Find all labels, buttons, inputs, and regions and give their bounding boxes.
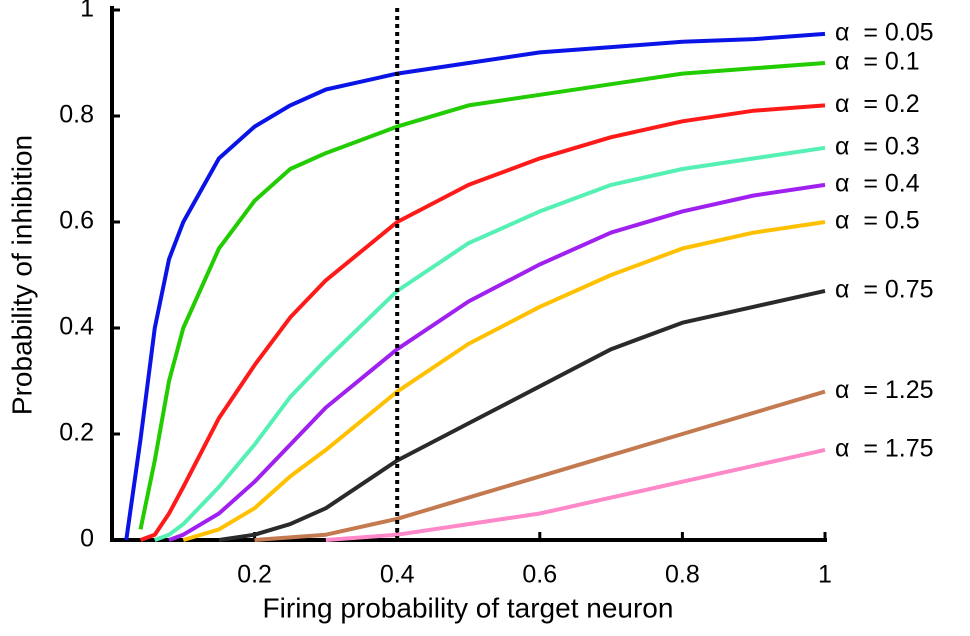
legend-label: α = 0.5 — [835, 207, 920, 235]
legend-label: α = 0.4 — [835, 170, 920, 198]
series-line — [168, 182, 826, 542]
series-line — [218, 288, 826, 542]
x-tick-label: 0.6 — [522, 561, 557, 589]
y-tick-label: 0.2 — [59, 419, 94, 447]
series-line — [124, 31, 826, 541]
y-tick-label: 0.4 — [59, 313, 94, 341]
x-tick-label: 1 — [818, 561, 832, 589]
legend-label: α = 1.75 — [835, 435, 934, 463]
series-line — [138, 61, 826, 530]
legend-label: α = 0.75 — [835, 276, 934, 304]
legend-label: α = 0.05 — [835, 18, 934, 46]
y-tick-label: 0.8 — [59, 101, 94, 129]
legend-label: α = 0.2 — [835, 90, 920, 118]
legend-label: α = 0.3 — [835, 132, 920, 160]
x-axis-label: Firing probability of target neuron — [263, 592, 674, 623]
x-tick-label: 0.4 — [380, 561, 415, 589]
series-line — [182, 220, 826, 542]
x-tick-label: 0.2 — [237, 561, 272, 589]
legend-label: α = 1.25 — [835, 376, 934, 404]
series-line — [254, 389, 826, 542]
legend-label: α = 0.1 — [835, 48, 920, 76]
y-tick-label: 1 — [80, 0, 94, 23]
series-line — [325, 447, 826, 542]
y-tick-label: 0 — [80, 525, 94, 553]
x-tick-label: 0.8 — [665, 561, 700, 589]
series-line — [139, 103, 826, 542]
series-line — [154, 145, 826, 542]
y-tick-label: 0.6 — [59, 207, 94, 235]
y-axis-label: Probability of inhibition — [6, 135, 37, 415]
